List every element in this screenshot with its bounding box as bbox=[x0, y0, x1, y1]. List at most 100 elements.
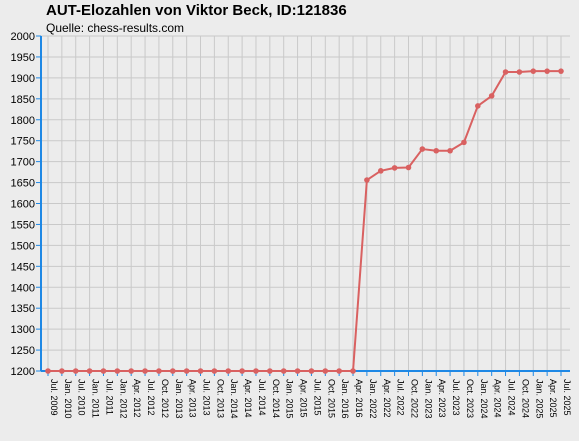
data-point bbox=[267, 368, 273, 374]
x-tick-label: Oct. 2023 bbox=[465, 379, 475, 418]
y-tick-label: 1750 bbox=[11, 136, 35, 148]
y-tick-label: 1200 bbox=[11, 366, 35, 378]
x-tick-label: Jan. 2023 bbox=[423, 379, 433, 419]
x-tick-label: Apr. 2022 bbox=[382, 379, 392, 418]
y-tick-label: 1550 bbox=[11, 219, 35, 231]
data-point bbox=[211, 368, 218, 374]
data-point bbox=[156, 368, 162, 374]
x-tick-label: Oct. 2015 bbox=[326, 379, 336, 418]
data-point bbox=[253, 368, 259, 374]
x-tick-label: Jan. 2024 bbox=[479, 379, 489, 419]
data-point bbox=[447, 147, 453, 154]
y-tick-label: 1700 bbox=[11, 157, 35, 169]
y-tick-label: 1800 bbox=[11, 115, 35, 127]
data-point bbox=[488, 93, 495, 99]
data-point bbox=[558, 68, 564, 74]
data-point bbox=[502, 69, 509, 75]
axes bbox=[36, 35, 570, 376]
y-tick-label: 1400 bbox=[11, 282, 35, 294]
x-tick-label: Jul. 2023 bbox=[451, 379, 461, 416]
x-tick-label: Apr. 2013 bbox=[188, 379, 198, 418]
data-point bbox=[142, 368, 148, 374]
x-tick-label: Jan. 2025 bbox=[534, 379, 544, 419]
y-axis-tick-labels: 1200 1250 1300 1350 1400 1450 1500 1550 1600 1650… bbox=[11, 31, 35, 378]
x-tick-label: Jan. 2010 bbox=[63, 379, 73, 419]
chart-title: AUT-Elozahlen von Viktor Beck, ID:121836 bbox=[46, 2, 347, 19]
x-tick-label: Apr. 2024 bbox=[493, 379, 503, 418]
x-tick-label: Jul. 2009 bbox=[49, 379, 59, 416]
data-point bbox=[114, 368, 121, 374]
x-tick-label: Jul. 2010 bbox=[77, 379, 87, 416]
data-point bbox=[530, 68, 537, 74]
data-point bbox=[544, 68, 550, 74]
data-point bbox=[391, 165, 398, 171]
data-point bbox=[128, 368, 134, 374]
x-tick-label: Apr. 2014 bbox=[243, 379, 253, 418]
y-tick-label: 1500 bbox=[11, 240, 35, 252]
data-point bbox=[516, 69, 523, 75]
elo-series bbox=[45, 68, 564, 374]
data-point bbox=[322, 368, 329, 374]
data-point bbox=[433, 147, 440, 154]
data-point bbox=[86, 368, 93, 374]
x-tick-label: Oct. 2024 bbox=[520, 379, 530, 418]
data-point bbox=[377, 168, 384, 174]
data-point bbox=[239, 368, 245, 374]
data-point bbox=[45, 368, 51, 374]
data-point bbox=[475, 103, 481, 109]
series-line bbox=[48, 70, 561, 372]
data-point bbox=[72, 368, 79, 374]
x-tick-label: Jan. 2012 bbox=[118, 379, 128, 419]
y-tick-label: 1650 bbox=[11, 178, 35, 190]
y-tick-label: 1350 bbox=[11, 303, 35, 315]
x-tick-label: Apr. 2015 bbox=[299, 379, 309, 418]
x-tick-label: Apr. 2016 bbox=[354, 379, 364, 418]
data-point bbox=[461, 139, 467, 146]
data-point bbox=[294, 368, 301, 374]
data-point bbox=[364, 177, 370, 183]
data-point bbox=[280, 368, 287, 374]
x-tick-label: Jul. 2011 bbox=[104, 379, 114, 415]
grid-lines bbox=[41, 35, 570, 372]
x-tick-label: Jul. 2024 bbox=[507, 379, 517, 416]
x-tick-label: Jan. 2015 bbox=[285, 379, 295, 419]
data-point bbox=[169, 368, 176, 374]
x-tick-label: Jul. 2022 bbox=[396, 379, 406, 416]
data-point bbox=[183, 368, 190, 374]
x-tick-label: Jan. 2013 bbox=[174, 379, 184, 419]
data-point bbox=[350, 368, 356, 374]
data-point bbox=[59, 368, 65, 374]
y-tick-label: 1900 bbox=[11, 73, 35, 85]
x-tick-label: Oct. 2022 bbox=[409, 379, 419, 418]
x-tick-label: Jul. 2014 bbox=[257, 379, 267, 416]
data-point bbox=[405, 164, 412, 171]
y-tick-label: 1850 bbox=[11, 94, 35, 106]
x-tick-label: Oct. 2012 bbox=[160, 379, 170, 418]
x-tick-label: Jan. 2022 bbox=[368, 379, 378, 419]
data-point bbox=[308, 368, 315, 374]
x-tick-label: Apr. 2025 bbox=[548, 379, 558, 418]
y-tick-label: 1600 bbox=[11, 199, 35, 211]
x-tick-label: Oct. 2013 bbox=[215, 379, 225, 418]
y-tick-label: 1950 bbox=[11, 52, 35, 64]
y-tick-label: 1450 bbox=[11, 261, 35, 273]
x-tick-label: Jul. 2015 bbox=[312, 379, 322, 416]
x-tick-label: Jul. 2013 bbox=[202, 379, 212, 416]
x-tick-label: Apr. 2023 bbox=[437, 379, 447, 418]
x-tick-label: Jan. 2016 bbox=[340, 379, 350, 419]
x-tick-label: Jul. 2025 bbox=[562, 379, 572, 416]
y-tick-label: 1250 bbox=[11, 345, 35, 357]
data-point bbox=[225, 368, 232, 374]
data-point bbox=[197, 368, 204, 374]
x-tick-label: Jul. 2012 bbox=[146, 379, 156, 416]
data-point bbox=[100, 368, 107, 374]
x-tick-label: Jan. 2011 bbox=[91, 379, 101, 418]
data-point bbox=[419, 146, 426, 152]
chart-subtitle: Quelle: chess-results.com bbox=[46, 21, 185, 35]
x-tick-label: Apr. 2012 bbox=[132, 379, 142, 418]
x-tick-label: Jan. 2014 bbox=[229, 379, 239, 419]
x-axis-tick-labels: Jul. 2009 Jan. 2010 Jul. 2010 Jan. 2011 Jul.… bbox=[49, 379, 572, 419]
y-tick-label: 1300 bbox=[11, 324, 35, 336]
data-point bbox=[336, 368, 342, 374]
